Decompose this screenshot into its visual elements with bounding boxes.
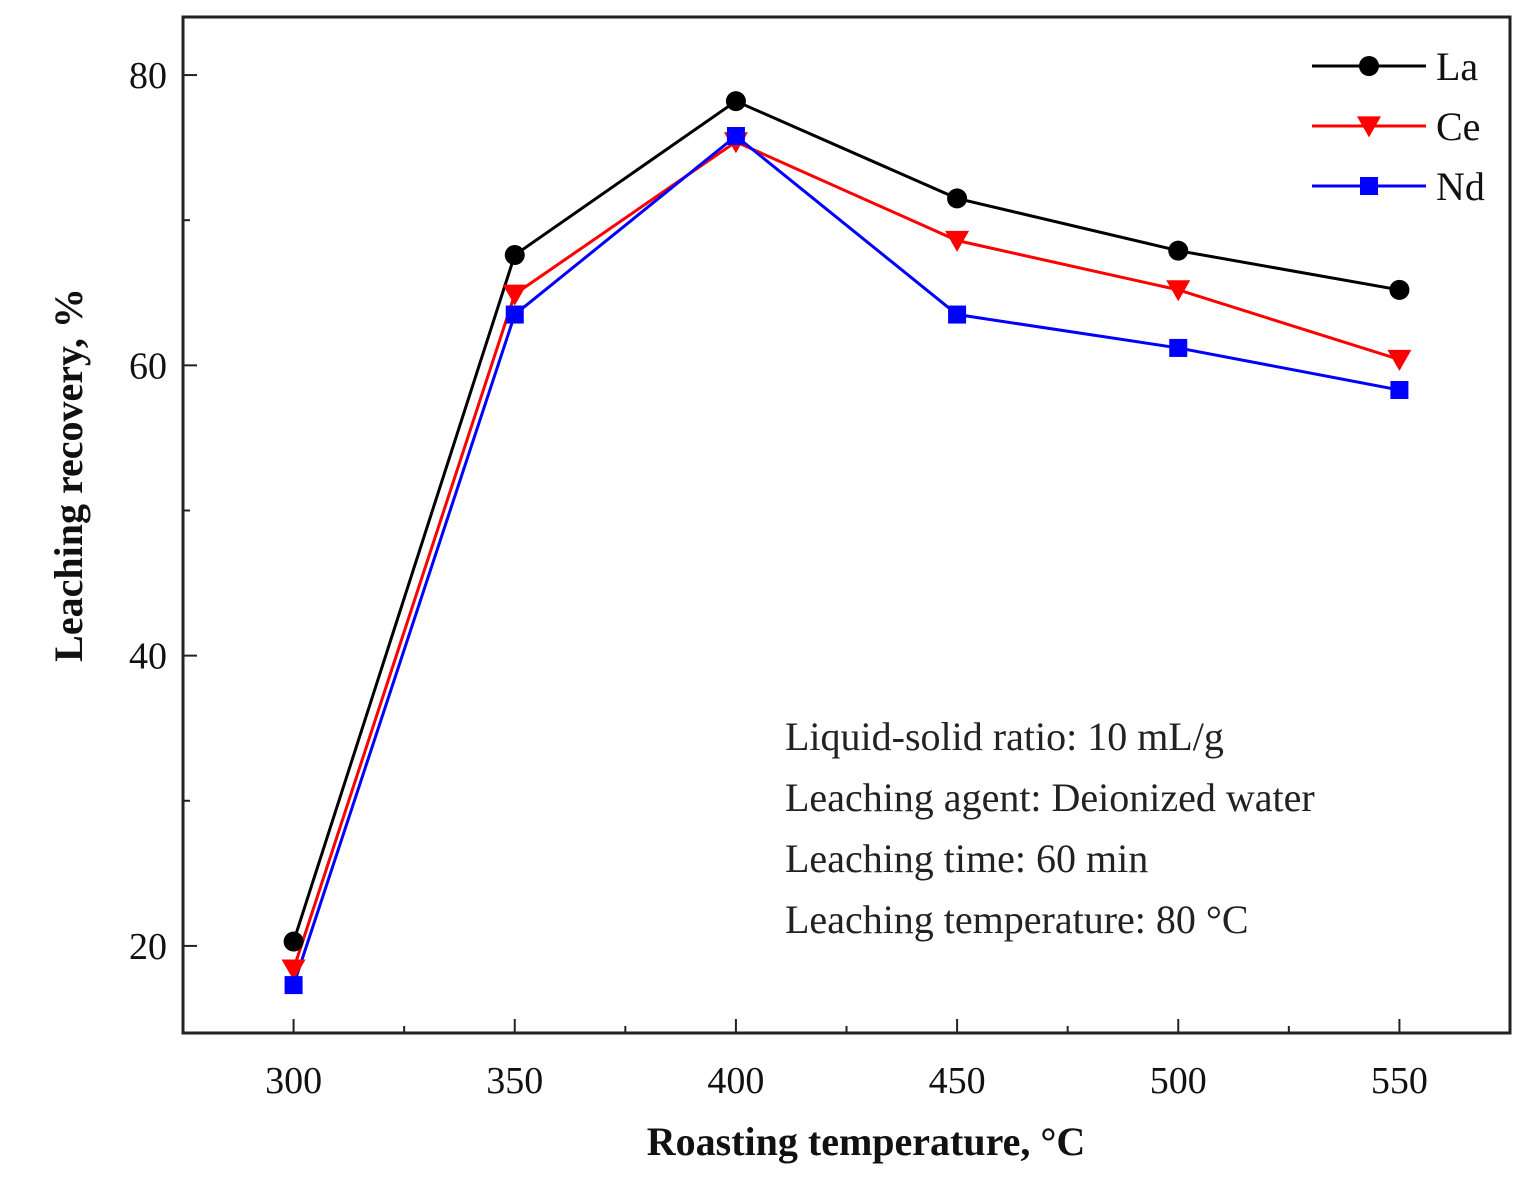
x-tick-label: 500 — [1150, 1060, 1207, 1102]
x-tick-label: 400 — [707, 1060, 764, 1102]
legend: La Ce Nd — [1312, 44, 1485, 209]
x-axis-title: Roasting temperature, °C — [647, 1119, 1086, 1164]
data-point-ce — [945, 230, 970, 252]
data-point-nd — [948, 305, 967, 324]
y-axis-title: Leaching recovery, % — [46, 288, 91, 662]
annotation-leaching-time: Leaching time: 60 min — [785, 836, 1148, 881]
x-tick-label: 300 — [265, 1060, 322, 1102]
data-point-nd — [726, 127, 745, 146]
legend-marker-nd — [1360, 177, 1378, 195]
legend-marker-ce — [1357, 116, 1381, 138]
legend-label-la: La — [1436, 44, 1478, 89]
axis-ticks — [183, 74, 1401, 1033]
data-point-ce — [502, 284, 527, 306]
tick-labels: 300 350 400 450 500 550 20 40 60 80 — [129, 55, 1428, 1102]
y-tick-label: 60 — [129, 345, 167, 387]
series-markers — [281, 91, 1412, 995]
y-tick-label: 40 — [129, 636, 167, 678]
data-point-nd — [1390, 381, 1409, 400]
conditions-annotation: Liquid-solid ratio: 10 mL/g Leaching age… — [785, 714, 1315, 942]
series-line-nd — [292, 134, 1400, 986]
legend-label-nd: Nd — [1436, 164, 1485, 209]
x-tick-label: 350 — [486, 1060, 543, 1102]
series-line-la — [292, 99, 1400, 943]
data-point-la — [504, 245, 525, 266]
series-line-ce — [292, 140, 1400, 970]
annotation-liquid-solid-ratio: Liquid-solid ratio: 10 mL/g — [785, 714, 1224, 759]
data-point-ce — [1166, 280, 1191, 302]
annotation-leaching-temperature: Leaching temperature: 80 °C — [785, 897, 1249, 942]
legend-label-ce: Ce — [1436, 104, 1480, 149]
series-lines — [292, 99, 1400, 986]
data-point-la — [947, 188, 968, 209]
x-tick-label: 450 — [929, 1060, 986, 1102]
data-point-nd — [1169, 338, 1188, 357]
legend-marker-la — [1359, 56, 1379, 76]
data-point-nd — [284, 976, 303, 995]
data-point-la — [1168, 240, 1189, 261]
data-point-ce — [281, 959, 306, 981]
data-point-la — [283, 931, 304, 952]
x-tick-label: 550 — [1371, 1060, 1428, 1102]
data-point-la — [725, 91, 746, 112]
y-tick-label: 20 — [129, 926, 167, 968]
data-point-la — [1389, 279, 1410, 300]
annotation-leaching-agent: Leaching agent: Deionized water — [785, 775, 1315, 820]
data-point-ce — [1387, 349, 1412, 371]
data-point-nd — [505, 305, 524, 324]
y-tick-label: 80 — [129, 55, 167, 97]
